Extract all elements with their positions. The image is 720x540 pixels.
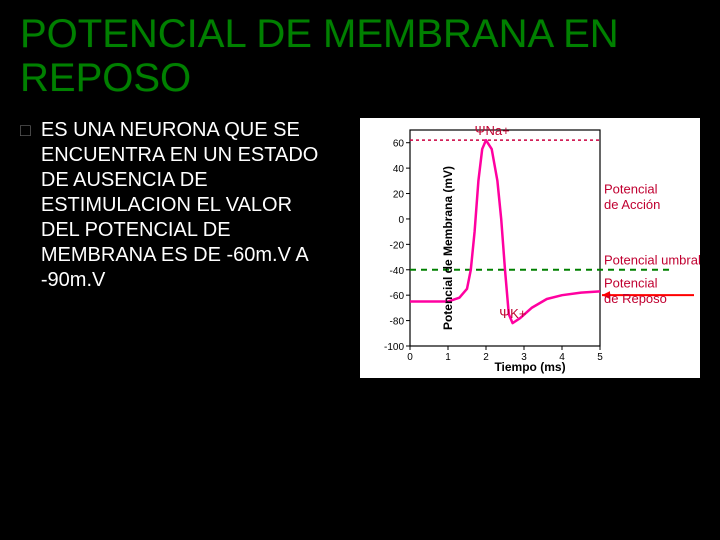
svg-text:-100: -100: [384, 342, 404, 353]
svg-text:20: 20: [393, 190, 405, 201]
svg-text:-20: -20: [390, 240, 405, 251]
body-text: ES UNA NEURONA QUE SE ENCUENTRA EN UN ES…: [41, 118, 320, 293]
svg-text:ΨK+: ΨK+: [499, 306, 526, 321]
text-column: □ ES UNA NEURONA QUE SE ENCUENTRA EN UN …: [20, 118, 320, 293]
svg-text:Potencial: Potencial: [604, 182, 658, 197]
action-potential-chart: -100-80-60-40-200204060012345ΨNa+ΨK+Pote…: [360, 118, 700, 378]
slide: POTENCIAL DE MEMBRANA EN REPOSO □ ES UNA…: [0, 0, 720, 540]
content-row: □ ES UNA NEURONA QUE SE ENCUENTRA EN UN …: [20, 118, 700, 378]
svg-text:0: 0: [398, 215, 404, 226]
chart-column: -100-80-60-40-200204060012345ΨNa+ΨK+Pote…: [330, 118, 700, 378]
svg-text:5: 5: [597, 352, 603, 363]
svg-text:0: 0: [407, 352, 413, 363]
svg-text:Potencial: Potencial: [604, 276, 658, 291]
svg-text:1: 1: [445, 352, 451, 363]
bullet-icon: □: [20, 120, 31, 293]
svg-text:-40: -40: [390, 266, 405, 277]
svg-text:2: 2: [483, 352, 489, 363]
slide-title: POTENCIAL DE MEMBRANA EN REPOSO: [20, 12, 700, 100]
svg-text:-60: -60: [390, 291, 405, 302]
svg-text:60: 60: [393, 139, 405, 150]
svg-text:ΨNa+: ΨNa+: [475, 123, 510, 138]
svg-text:40: 40: [393, 164, 405, 175]
chart-svg: -100-80-60-40-200204060012345ΨNa+ΨK+Pote…: [360, 118, 700, 378]
svg-text:Potencial umbral: Potencial umbral: [604, 253, 700, 268]
svg-text:de Acción: de Acción: [604, 197, 660, 212]
svg-text:de Reposo: de Reposo: [604, 291, 667, 306]
y-axis-label: Potencial de Membrana (mV): [441, 166, 455, 330]
svg-text:-80: -80: [390, 317, 405, 328]
x-axis-label: Tiempo (ms): [494, 360, 565, 374]
